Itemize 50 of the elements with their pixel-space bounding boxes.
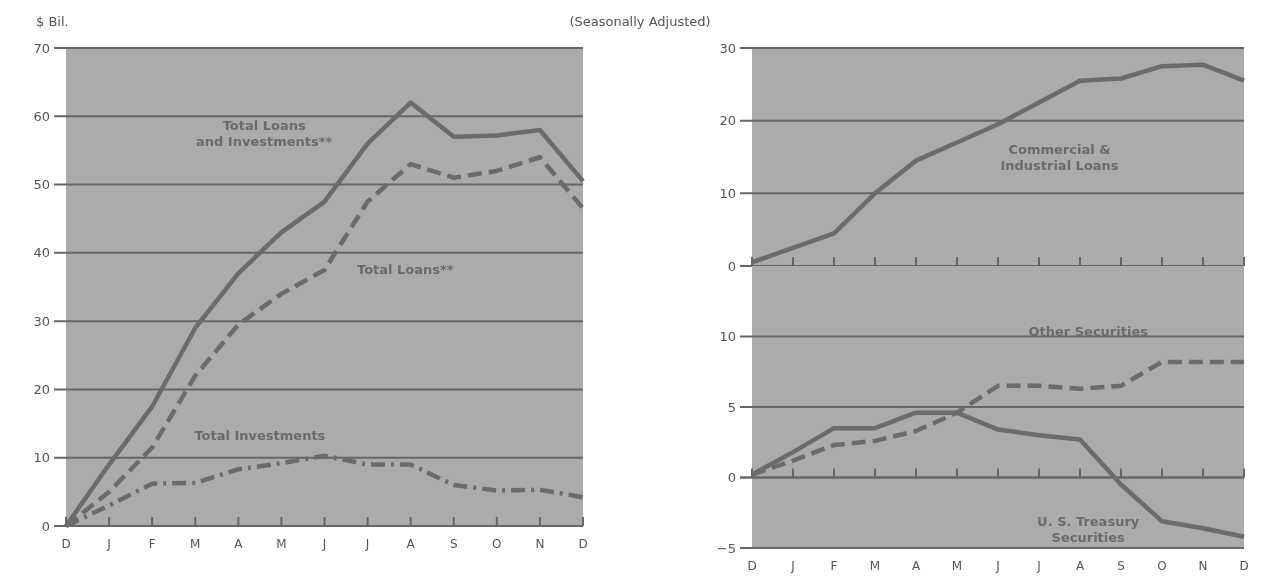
x-tick-label: J (364, 537, 370, 551)
y-tick-label: −5 (716, 540, 736, 556)
series-label: Commercial & Industrial Loans (1000, 141, 1119, 173)
text: (Seasonally Adjusted) (569, 14, 711, 29)
x-tick-label: J (1036, 559, 1041, 573)
series-label: Total Investments (194, 428, 326, 444)
y-tick-label: 30 (33, 313, 50, 329)
series-label: Total Loans** (357, 261, 454, 277)
x-tick-label: A (911, 559, 921, 573)
x-tick-label: S (1117, 559, 1125, 573)
x-tick-label: S (449, 537, 458, 551)
y-tick-label: 60 (33, 108, 50, 124)
y-tick-label: 10 (33, 450, 50, 466)
y-tick-label: 20 (719, 113, 736, 129)
y-tick-label: 0 (41, 518, 50, 534)
x-tick-label: D (578, 537, 588, 551)
x-tick-label: A (234, 537, 244, 551)
x-tick-label: M (190, 537, 201, 551)
y-tick-label: 10 (719, 329, 736, 345)
y-tick-label: 70 (33, 40, 50, 56)
y-tick-label: 5 (727, 399, 736, 415)
x-tick-label: N (535, 537, 545, 551)
y-tick-label: 40 (33, 245, 50, 261)
x-tick-label: J (790, 559, 795, 573)
x-tick-label: J (995, 559, 1000, 573)
x-tick-label: A (1075, 559, 1085, 573)
series-label: Total Loans and Investments** (196, 117, 333, 149)
x-tick-label: J (106, 537, 111, 551)
y-tick-label: 0 (727, 258, 736, 274)
x-tick-label: D (61, 537, 71, 551)
y-tick-label: 0 (727, 470, 736, 486)
x-tick-label: O (1157, 559, 1167, 573)
y-tick-label: 50 (33, 177, 50, 193)
x-tick-label: D (747, 559, 757, 573)
x-tick-label: A (406, 537, 416, 551)
x-tick-label: N (1198, 559, 1208, 573)
x-tick-label: M (276, 537, 287, 551)
x-tick-label: D (1239, 559, 1249, 573)
y-axis-title: $ Bil. (36, 14, 69, 29)
series-label: U. S. Treasury Securities (1037, 514, 1140, 546)
y-tick-label: 10 (719, 185, 736, 201)
y-tick-label: 30 (719, 40, 736, 56)
x-tick-label: O (492, 537, 502, 551)
x-tick-label: F (830, 559, 838, 573)
y-tick-label: 20 (33, 381, 50, 397)
text: Other Securities (1028, 324, 1149, 340)
x-tick-label: M (951, 559, 963, 573)
x-tick-label: M (869, 559, 881, 573)
x-tick-label: J (321, 537, 327, 551)
x-tick-label: F (148, 537, 156, 551)
